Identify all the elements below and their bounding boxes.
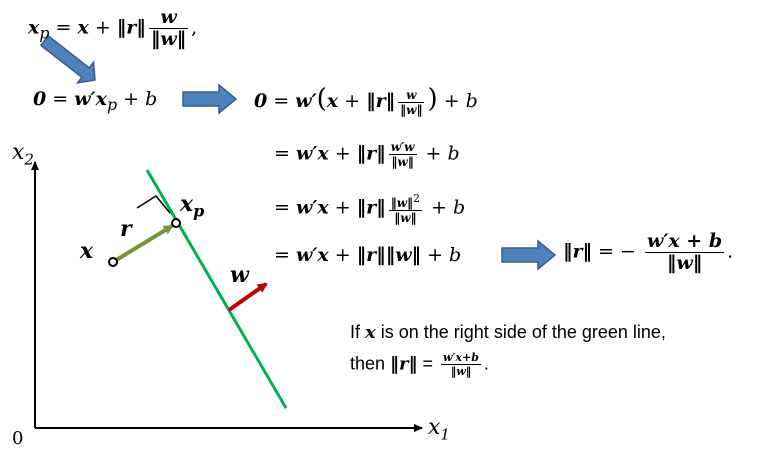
fraction-denominator: ‖w‖ [391,155,414,169]
open-paren: ( [316,84,327,114]
block-arrow-right-1 [182,83,238,115]
comma: , [191,16,198,39]
note-line-1: If x is on the right side of the green l… [350,322,666,343]
note-norm-r: ‖r‖ [390,353,418,375]
fraction-numerator: w′x + b [644,230,725,253]
plus-b: + b [421,244,462,266]
wtw-fraction: w′w ‖w‖ [388,140,417,169]
x-symbol: x [317,142,329,165]
fraction-denominator: ‖w‖ [450,365,472,378]
distance-result: ‖r‖ = − w′x + b ‖w‖. [563,232,733,273]
fraction-denominator: ‖w‖ [394,211,417,225]
vector-w-label: w [230,262,249,288]
unit-w-fraction: w ‖w‖ [148,8,189,50]
eq-sign: = [46,88,75,110]
norm-r: ‖r‖ [356,196,386,219]
p-subscript: p [106,94,118,114]
plane-equation-xp: 0 = w′xp + b [33,90,157,113]
w-transpose: w′ [295,142,318,165]
w-transpose: w′ [295,244,318,266]
eq-minus: = − [592,240,642,263]
fraction-numerator: w [398,89,425,103]
plus-b: + b [425,196,466,219]
derivation-step-4: = w′x + ‖r‖‖w‖ + b [274,246,461,265]
note-fraction: w′x+b ‖w‖ [441,352,481,377]
plus-sign: + [328,142,357,165]
plus-b: + b [437,90,478,112]
vector-w-arrow [227,282,268,312]
norm-r: ‖r‖ [116,16,146,39]
zero-symbol: 0 [33,88,47,110]
norm-r: ‖r‖ [563,240,593,263]
green-decision-line [145,169,288,409]
w-transpose: w′ [295,90,317,112]
eq-sign: = [49,16,78,39]
x-symbol: x [317,196,329,219]
eq-sign: = [267,90,296,112]
fraction-denominator: ‖w‖ [666,252,703,274]
xp-subscript: p [39,23,50,43]
norm-w: ‖w‖ [385,244,422,266]
fraction-denominator: ‖w‖ [150,28,187,50]
norm-r: ‖r‖ [366,90,396,112]
derivation-step-1: 0 = w′(x + ‖r‖ w ‖w‖) + b [254,86,478,116]
plus-sign: + [88,16,117,39]
fraction-numerator: ‖w‖2 [388,192,423,211]
plus-sign: + [338,90,367,112]
origin-label: 0 [12,428,24,449]
x-symbol: x [95,88,107,110]
x-axis-label: x1 [428,415,450,444]
w-transpose: w′ [74,88,96,110]
point-xp-marker [171,218,181,228]
right-angle-marker [136,195,171,214]
xp-symbol: x [28,16,40,39]
norm-r: ‖r‖ [356,244,386,266]
unit-w-fraction: w ‖w‖ [398,89,425,117]
vector-r-arrow [111,224,174,264]
block-arrow-right-2 [501,239,557,271]
vector-r-label: r [120,216,132,242]
point-x-label: x [80,238,94,264]
squared-exponent: 2 [413,192,421,205]
fraction-denominator: ‖w‖ [400,102,423,117]
fraction-numerator: w′w [388,140,417,155]
derivation-step-3: = w′x + ‖r‖ ‖w‖2 ‖w‖ + b [274,193,465,224]
fraction-numerator: w′x+b [441,351,481,365]
norm-w: ‖w‖ [390,196,414,210]
diagonal-block-arrow [39,34,96,84]
period: . [727,240,734,263]
fraction-numerator: w [148,8,189,29]
distance-fraction: w′x + b ‖w‖ [644,230,725,274]
note-x-symbol: x [365,322,376,343]
y-axis-label: x2 [12,140,34,169]
norm-r: ‖r‖ [356,142,386,165]
plus-sign: + [328,244,357,266]
point-xp-label: xp [180,191,205,221]
x-symbol: x [326,90,339,112]
w-transpose: w′ [295,196,318,219]
eq-sign: = [274,142,296,165]
plus-b: + b [117,88,158,110]
plus-b: + b [419,142,460,165]
x-symbol: x [77,16,89,39]
xp-definition: xp = x + ‖r‖ w ‖w‖, [28,8,197,49]
eq-sign: = [274,196,296,219]
norm-w-squared-fraction: ‖w‖2 ‖w‖ [388,192,423,225]
close-paren: ) [427,84,438,114]
note-line-2: then ‖r‖ = w′x+b ‖w‖. [350,351,489,378]
point-x-marker [108,257,118,267]
eq-sign: = [274,244,296,266]
plus-sign: + [328,196,357,219]
derivation-step-2: = w′x + ‖r‖ w′w ‖w‖ + b [274,141,460,168]
zero-symbol: 0 [254,90,268,112]
x-symbol: x [317,244,329,266]
